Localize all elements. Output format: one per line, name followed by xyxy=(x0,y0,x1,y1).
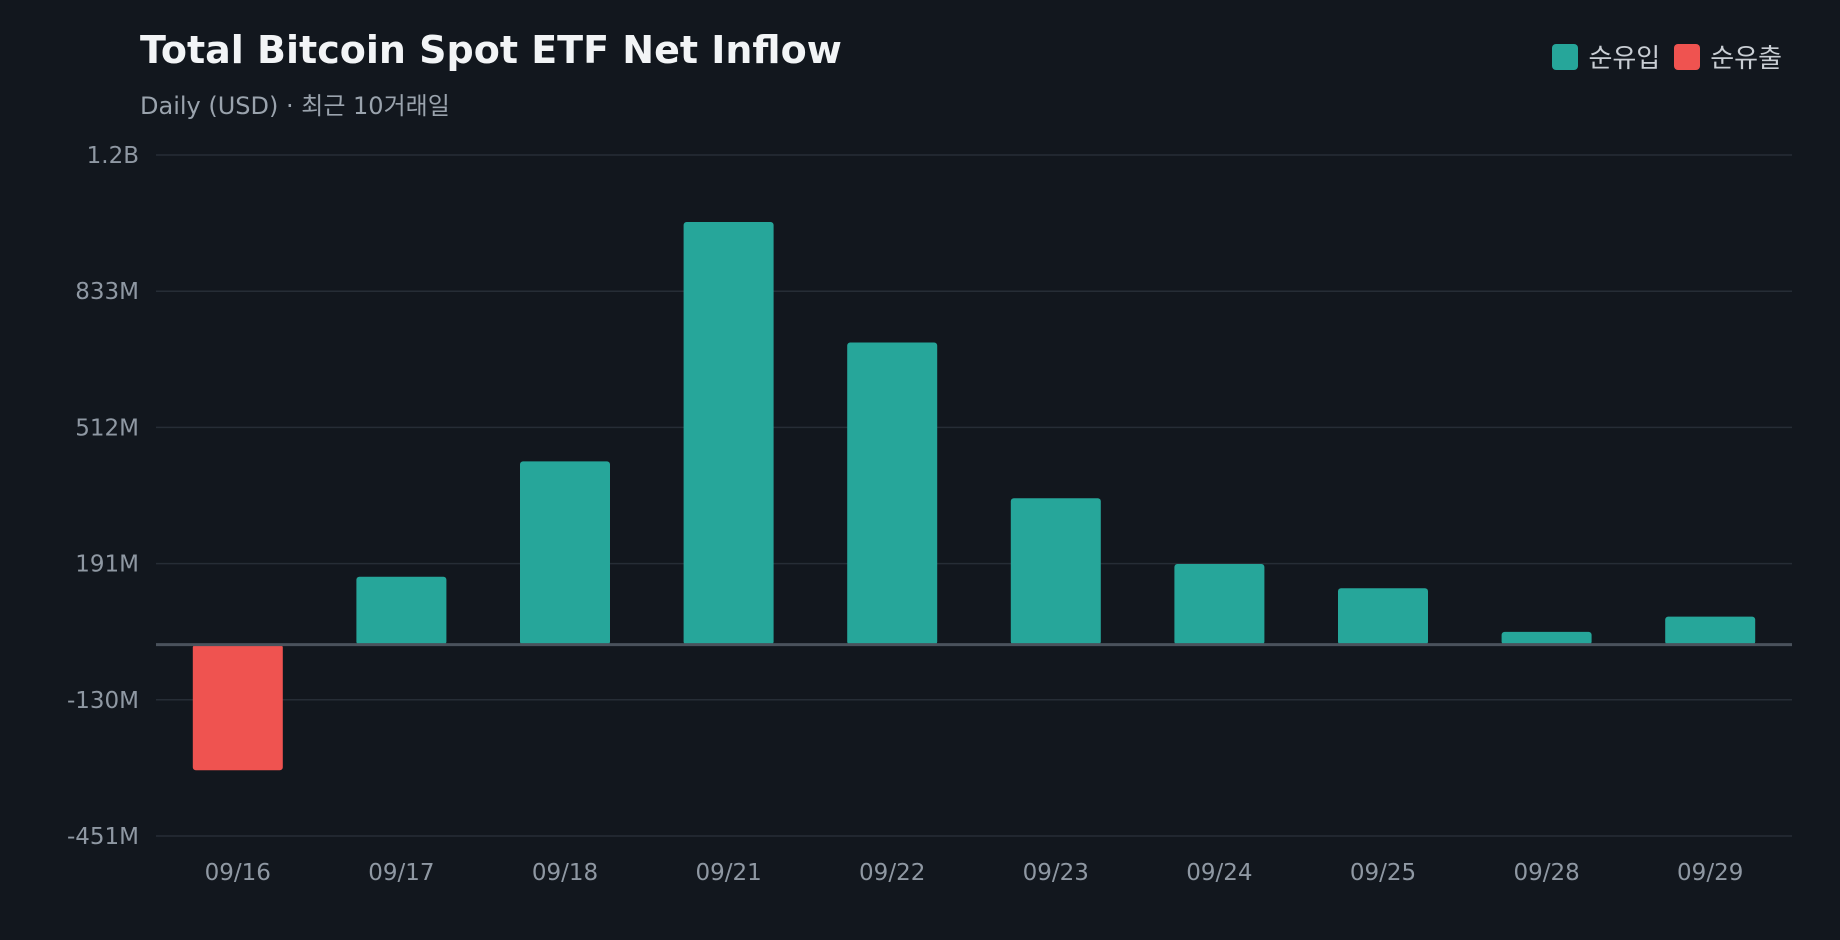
y-tick-label: 191M xyxy=(75,552,139,578)
x-tick-label: 09/23 xyxy=(1023,860,1089,886)
x-tick-label: 09/21 xyxy=(695,860,761,886)
y-tick-label: 512M xyxy=(75,415,139,441)
bar-09-17[interactable] xyxy=(356,576,447,645)
legend: 순유입 순유출 xyxy=(1552,38,1782,75)
bar-09-23[interactable] xyxy=(1010,498,1101,645)
x-tick-label: 09/28 xyxy=(1513,860,1579,886)
x-tick-label: 09/17 xyxy=(368,860,434,886)
x-tick-label: 09/22 xyxy=(859,860,925,886)
legend-swatch-outflow xyxy=(1674,43,1701,70)
y-tick-label: -130M xyxy=(67,688,139,714)
bar-09-22[interactable] xyxy=(847,342,938,645)
x-tick-label: 09/24 xyxy=(1186,860,1252,886)
y-tick-label: -451M xyxy=(67,824,139,850)
x-tick-label: 09/25 xyxy=(1350,860,1416,886)
bar-09-28[interactable] xyxy=(1501,631,1592,645)
bar-09-21[interactable] xyxy=(683,222,774,645)
chart-subtitle: Daily (USD) · 최근 10거래일 xyxy=(140,92,450,120)
legend-swatch-inflow xyxy=(1552,43,1579,70)
legend-label-outflow: 순유출 xyxy=(1710,44,1782,74)
legend-label-inflow: 순유입 xyxy=(1588,44,1661,74)
y-tick-label: 833M xyxy=(75,279,139,305)
x-tick-label: 09/16 xyxy=(205,860,271,886)
chart-title: Total Bitcoin Spot ETF Net Inflow xyxy=(140,28,842,72)
legend-item-outflow[interactable]: 순유출 xyxy=(1674,38,1782,75)
bar-09-16[interactable] xyxy=(192,644,283,771)
bar-09-25[interactable] xyxy=(1338,588,1428,645)
bar-09-24[interactable] xyxy=(1174,564,1265,645)
x-tick-label: 09/18 xyxy=(532,860,598,886)
x-tick-label: 09/29 xyxy=(1677,860,1743,886)
bar-09-18[interactable] xyxy=(520,461,610,645)
y-tick-label: 1.2B xyxy=(87,143,139,169)
bar-09-29[interactable] xyxy=(1665,616,1756,645)
legend-item-inflow[interactable]: 순유입 xyxy=(1552,38,1660,75)
